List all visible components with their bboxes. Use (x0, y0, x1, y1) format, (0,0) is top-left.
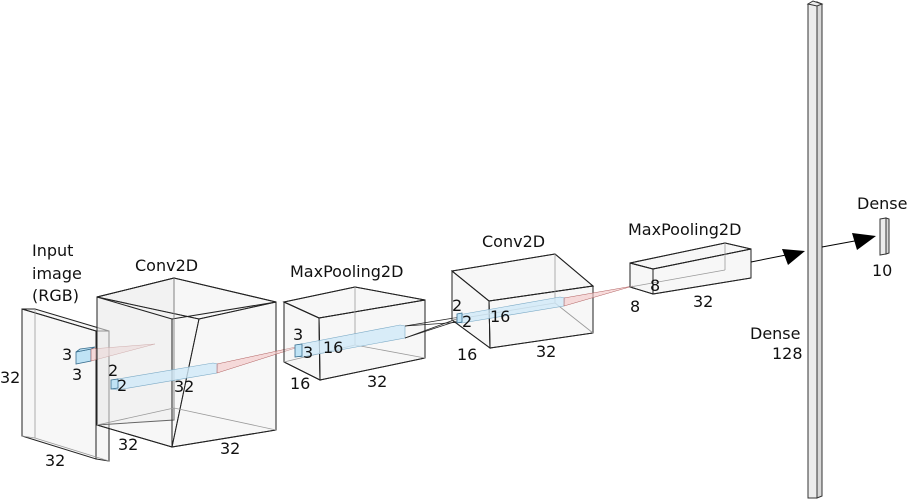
dense2-layer (879, 217, 890, 256)
arrow-to-dense-10 (821, 233, 876, 250)
input-title-line3: (RGB) (32, 286, 79, 305)
conv2-depth-label: 16 (490, 307, 510, 326)
input-title-line1: Input (32, 241, 73, 260)
conv1-kernel-projection (216, 344, 306, 374)
input-title-line2: image (32, 264, 82, 283)
conv1-depth-label: 32 (174, 377, 194, 396)
conv1-width-label: 32 (220, 439, 240, 458)
dense1-title: Dense (750, 324, 800, 343)
pool1-layer (282, 286, 463, 381)
conv2-width-label: 32 (536, 342, 556, 361)
pool2-depth-label: 8 (650, 276, 660, 295)
conv2-kernel-projection (563, 285, 634, 307)
pool1-title: MaxPooling2D (290, 262, 403, 281)
input-front-face (21, 308, 97, 460)
conv1-kernel-w-label: 2 (117, 376, 127, 395)
input-width-label: 32 (45, 451, 65, 470)
pool1-width-label: 32 (367, 372, 387, 391)
pool1-height-label: 16 (290, 374, 310, 393)
pool1-kernel-h-label: 3 (293, 325, 303, 344)
dense2-units: 10 (872, 261, 892, 280)
conv2-title: Conv2D (482, 232, 545, 251)
conv1-height-label: 32 (118, 435, 138, 454)
input-layer (21, 308, 156, 462)
conv2-height-label: 16 (457, 345, 477, 364)
conv2-kernel-h-label: 2 (452, 296, 462, 315)
pool2-layer (629, 242, 752, 295)
input-kernel-h-label: 3 (62, 345, 72, 364)
dense1-layer (806, 0, 824, 499)
pool1-depth-label: 16 (323, 338, 343, 357)
dense1-units: 128 (772, 344, 803, 363)
input-kernel-projection (90, 343, 156, 362)
pool2-width-label: 32 (693, 292, 713, 311)
arrow-to-dense-128 (750, 249, 805, 265)
pool2-height-label: 8 (630, 297, 640, 316)
conv1-kernel-h-label: 2 (108, 361, 118, 380)
conv1-layer (96, 277, 306, 448)
pool2-title: MaxPooling2D (628, 220, 741, 239)
dense2-title: Dense (857, 194, 907, 213)
input-height-label: 32 (0, 368, 20, 387)
conv1-title: Conv2D (135, 256, 198, 275)
conv2-kernel-w-label: 2 (462, 312, 472, 331)
pool1-kernel-w-label: 3 (303, 343, 313, 362)
conv2-layer (450, 253, 634, 350)
input-kernel-w-label: 3 (72, 365, 82, 384)
